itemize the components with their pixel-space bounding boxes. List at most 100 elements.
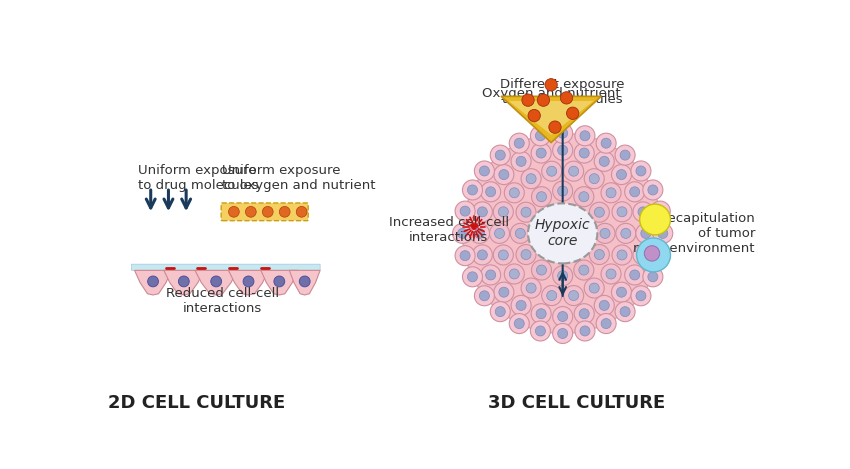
- Circle shape: [452, 223, 473, 243]
- Circle shape: [653, 223, 673, 243]
- Circle shape: [575, 321, 595, 341]
- Circle shape: [599, 156, 609, 166]
- Circle shape: [655, 250, 666, 261]
- Circle shape: [633, 202, 653, 222]
- Circle shape: [493, 245, 513, 265]
- Circle shape: [504, 264, 524, 284]
- Circle shape: [521, 169, 541, 189]
- Circle shape: [474, 228, 484, 238]
- Circle shape: [620, 228, 631, 238]
- Circle shape: [552, 266, 573, 286]
- Circle shape: [274, 276, 285, 287]
- FancyBboxPatch shape: [132, 264, 320, 270]
- Circle shape: [566, 107, 579, 120]
- Circle shape: [611, 165, 632, 185]
- Circle shape: [575, 143, 594, 163]
- Circle shape: [547, 166, 557, 176]
- Circle shape: [636, 223, 656, 243]
- Circle shape: [526, 174, 536, 184]
- Circle shape: [531, 187, 552, 207]
- Circle shape: [650, 201, 671, 221]
- Circle shape: [569, 291, 579, 301]
- Circle shape: [545, 79, 558, 91]
- Circle shape: [537, 94, 550, 106]
- Circle shape: [462, 133, 663, 333]
- Circle shape: [509, 188, 519, 198]
- Circle shape: [580, 326, 590, 336]
- Circle shape: [600, 228, 610, 238]
- Circle shape: [648, 272, 658, 282]
- Circle shape: [516, 300, 526, 310]
- Circle shape: [611, 282, 632, 302]
- Circle shape: [460, 250, 470, 261]
- Circle shape: [637, 238, 671, 272]
- Polygon shape: [509, 101, 593, 135]
- Circle shape: [462, 267, 483, 287]
- Circle shape: [455, 246, 475, 265]
- Circle shape: [243, 276, 254, 287]
- Circle shape: [455, 201, 475, 221]
- Text: Uniform exposure
to oxygen and nutrient: Uniform exposure to oxygen and nutrient: [223, 164, 376, 192]
- Circle shape: [595, 223, 615, 243]
- Circle shape: [625, 182, 644, 202]
- Circle shape: [490, 223, 509, 243]
- Circle shape: [246, 206, 256, 217]
- Circle shape: [536, 265, 547, 275]
- Circle shape: [521, 207, 531, 217]
- Circle shape: [552, 307, 573, 326]
- Circle shape: [521, 250, 531, 259]
- Circle shape: [498, 207, 508, 217]
- Circle shape: [526, 283, 536, 293]
- Circle shape: [615, 223, 636, 243]
- Circle shape: [569, 210, 579, 219]
- Circle shape: [547, 291, 557, 301]
- Circle shape: [579, 148, 589, 158]
- Circle shape: [631, 161, 651, 181]
- Circle shape: [612, 202, 632, 222]
- Circle shape: [574, 260, 594, 280]
- Circle shape: [558, 145, 568, 155]
- Circle shape: [558, 311, 568, 322]
- Circle shape: [516, 244, 536, 265]
- Circle shape: [460, 206, 470, 216]
- Circle shape: [620, 150, 630, 160]
- Circle shape: [564, 286, 584, 306]
- Circle shape: [511, 151, 531, 171]
- Circle shape: [494, 282, 514, 302]
- Circle shape: [530, 321, 551, 341]
- Circle shape: [641, 228, 651, 238]
- Circle shape: [549, 121, 561, 133]
- Circle shape: [638, 207, 648, 217]
- Circle shape: [594, 207, 604, 217]
- Circle shape: [536, 228, 546, 238]
- Circle shape: [504, 183, 524, 203]
- Circle shape: [589, 283, 599, 293]
- Polygon shape: [164, 270, 204, 295]
- Circle shape: [552, 181, 573, 201]
- Circle shape: [516, 202, 536, 222]
- Circle shape: [474, 286, 495, 306]
- Circle shape: [612, 245, 632, 265]
- Text: Uniform exposure
to drug molecules: Uniform exposure to drug molecules: [138, 164, 258, 192]
- FancyBboxPatch shape: [221, 203, 309, 221]
- Text: 2D CELL CULTURE: 2D CELL CULTURE: [108, 394, 286, 412]
- Circle shape: [552, 123, 573, 144]
- Circle shape: [485, 270, 496, 280]
- Circle shape: [564, 204, 583, 225]
- Circle shape: [522, 94, 534, 106]
- Circle shape: [579, 309, 589, 319]
- Circle shape: [299, 276, 310, 287]
- Circle shape: [575, 126, 595, 146]
- Circle shape: [569, 247, 579, 257]
- Polygon shape: [229, 270, 269, 295]
- Circle shape: [280, 206, 290, 217]
- Circle shape: [574, 187, 594, 207]
- Circle shape: [569, 166, 579, 176]
- Circle shape: [536, 192, 547, 202]
- Circle shape: [606, 188, 616, 198]
- Circle shape: [617, 207, 627, 217]
- Circle shape: [596, 133, 616, 153]
- Circle shape: [575, 223, 594, 243]
- Circle shape: [594, 250, 604, 259]
- Circle shape: [640, 204, 671, 235]
